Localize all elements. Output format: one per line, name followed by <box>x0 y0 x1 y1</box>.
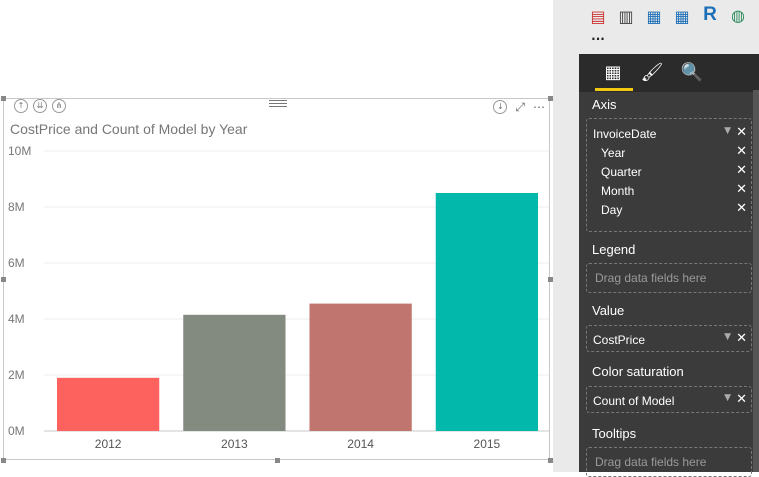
fields-tab-icon[interactable]: ▦ <box>604 62 622 83</box>
visualizations-pane: ▤ ▥ ▦ ▦ R ◍ ··· ▦ 🖌 🔍 Axis InvoiceDate ▼… <box>579 0 759 477</box>
field-label: Count of Model <box>593 394 675 408</box>
remove-icon[interactable]: ✕ <box>736 392 747 407</box>
bar-2014[interactable] <box>309 303 412 431</box>
kpi-icon[interactable]: ▤ <box>590 7 606 26</box>
resize-handle-br[interactable] <box>548 458 553 463</box>
report-canvas: ↑ ⇊ ⋔ ↓ ⤢ ⋯ CostPrice and Count of Model… <box>1 96 553 463</box>
r-visual-icon[interactable]: R <box>703 4 717 25</box>
drag-grip-icon[interactable] <box>269 100 287 107</box>
analytics-tab-icon[interactable]: 🔍 <box>680 62 704 83</box>
expand-all-icon[interactable]: ⋔ <box>52 99 66 113</box>
remove-icon[interactable]: ✕ <box>736 125 747 140</box>
drill-down-all-icon[interactable]: ⇊ <box>33 99 47 113</box>
drill-up-icon[interactable]: ↑ <box>14 99 28 113</box>
color-saturation-well[interactable]: Count of Model ▼ ✕ <box>586 386 752 413</box>
chart-title: CostPrice and Count of Model by Year <box>10 121 248 137</box>
remove-icon[interactable]: ✕ <box>736 201 747 216</box>
resize-handle-tr[interactable] <box>548 96 553 101</box>
axis-subfield-month[interactable]: Month ✕ <box>587 181 751 200</box>
chevron-down-icon[interactable]: ▼ <box>724 332 731 342</box>
value-field-costprice[interactable]: CostPrice ▼ ✕ <box>587 330 751 349</box>
resize-handle-tl[interactable] <box>1 96 6 101</box>
pane-scrollbar[interactable] <box>753 90 759 472</box>
remove-icon[interactable]: ✕ <box>736 182 747 197</box>
axis-subfield-quarter[interactable]: Quarter ✕ <box>587 162 751 181</box>
chevron-down-icon[interactable]: ▼ <box>724 126 731 136</box>
visual-header-left: ↑ ⇊ ⋔ <box>14 99 66 115</box>
resize-handle-bottom[interactable] <box>275 458 280 463</box>
tooltips-well[interactable]: Drag data fields here <box>586 447 752 477</box>
y-tick-label: 10M <box>8 144 31 158</box>
value-well[interactable]: CostPrice ▼ ✕ <box>586 325 752 352</box>
field-label: CostPrice <box>593 333 646 347</box>
tooltips-placeholder: Drag data fields here <box>595 455 707 469</box>
more-options-icon[interactable]: ⋯ <box>533 100 545 114</box>
resize-handle-bl[interactable] <box>1 458 6 463</box>
matrix-icon[interactable]: ▦ <box>674 7 690 26</box>
field-label: Month <box>601 184 635 198</box>
remove-icon[interactable]: ✕ <box>736 163 747 178</box>
active-tab-indicator <box>595 88 633 91</box>
field-label: Year <box>601 146 626 160</box>
field-label: InvoiceDate <box>593 127 657 141</box>
x-tick-label: 2013 <box>221 437 248 451</box>
value-section-label: Value <box>592 303 625 318</box>
y-tick-label: 0M <box>8 424 25 438</box>
table-icon[interactable]: ▦ <box>646 7 662 26</box>
axis-section-label: Axis <box>592 97 617 112</box>
legend-well[interactable]: Drag data fields here <box>586 263 752 293</box>
legend-section-label: Legend <box>592 242 636 257</box>
focus-mode-icon[interactable]: ⤢ <box>515 100 525 114</box>
color-saturation-section-label: Color saturation <box>592 364 684 379</box>
y-tick-label: 4M <box>8 312 25 326</box>
tooltips-section-label: Tooltips <box>592 426 637 441</box>
axis-field-invoicedate[interactable]: InvoiceDate ▼ ✕ <box>587 124 751 143</box>
bar-2015[interactable] <box>435 193 539 431</box>
y-tick-label: 8M <box>8 200 25 214</box>
pane-tabs: ▦ 🖌 🔍 <box>579 54 759 92</box>
y-tick-label: 2M <box>8 368 25 382</box>
axis-subfield-day[interactable]: Day ✕ <box>587 200 751 219</box>
visual-type-gallery: ▤ ▥ ▦ ▦ R ◍ ··· <box>579 0 759 54</box>
field-label: Day <box>601 203 623 217</box>
y-tick-label: 6M <box>8 256 25 270</box>
bar-2012[interactable] <box>56 377 160 431</box>
field-label: Quarter <box>601 165 642 179</box>
visual-header-right: ↓ ⤢ ⋯ <box>493 99 545 115</box>
chevron-down-icon[interactable]: ▼ <box>724 393 731 403</box>
slicer-icon[interactable]: ▥ <box>618 7 634 26</box>
x-tick-label: 2015 <box>474 437 501 451</box>
drill-mode-icon[interactable]: ↓ <box>493 100 508 114</box>
remove-icon[interactable]: ✕ <box>736 144 747 159</box>
x-tick-label: 2014 <box>347 437 374 451</box>
remove-icon[interactable]: ✕ <box>736 331 747 346</box>
pane-separator <box>553 0 579 472</box>
legend-placeholder: Drag data fields here <box>595 271 707 285</box>
x-tick-label: 2012 <box>95 437 122 451</box>
format-tab-icon[interactable]: 🖌 <box>640 62 664 83</box>
resize-handle-left[interactable] <box>1 277 6 282</box>
column-chart-visual[interactable]: ↑ ⇊ ⋔ ↓ ⤢ ⋯ CostPrice and Count of Model… <box>3 98 550 460</box>
bar-2013[interactable] <box>183 314 286 431</box>
axis-well[interactable]: InvoiceDate ▼ ✕ Year ✕ Quarter ✕ Month ✕… <box>586 118 752 232</box>
globe-icon[interactable]: ◍ <box>731 6 745 25</box>
more-visuals-icon[interactable]: ··· <box>591 32 605 46</box>
chart-plot: 0M 2M 4M 6M 8M 10M 2012 2013 2014 2015 <box>8 144 549 451</box>
axis-subfield-year[interactable]: Year ✕ <box>587 143 751 162</box>
resize-handle-right[interactable] <box>548 277 553 282</box>
color-saturation-field[interactable]: Count of Model ▼ ✕ <box>587 391 751 410</box>
